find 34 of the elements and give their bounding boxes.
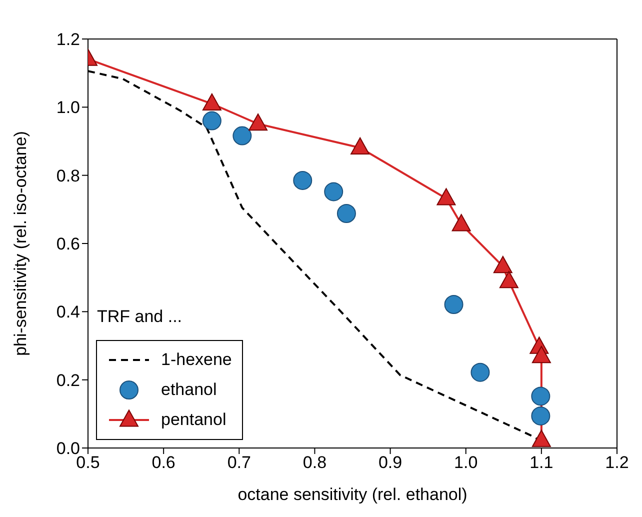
point <box>202 93 222 111</box>
y-tick-label: 0.2 <box>56 370 80 390</box>
y-tick-label: 0.4 <box>56 302 80 322</box>
y-tick-label: 0.8 <box>56 166 80 186</box>
x-tick-label: 1.0 <box>454 453 478 472</box>
point <box>350 137 370 155</box>
point <box>499 270 518 288</box>
point <box>248 113 268 131</box>
x-tick-label: 0.7 <box>227 453 251 472</box>
point <box>493 256 512 274</box>
point <box>436 188 456 206</box>
y-tick-label: 0.6 <box>56 234 80 254</box>
y-axis-title: phi-sensitivity (rel. iso-octane) <box>11 131 30 356</box>
point <box>531 386 550 406</box>
point <box>452 214 471 232</box>
point <box>444 295 464 314</box>
legend-label: 1-hexene <box>161 350 232 370</box>
point <box>293 170 312 190</box>
legend-title: TRF and ... <box>97 307 182 327</box>
x-tick-label: 0.9 <box>378 453 402 472</box>
y-tick-label: 1.0 <box>56 98 80 118</box>
point <box>531 406 550 426</box>
point <box>470 362 490 382</box>
x-axis-title: octane sensitivity (rel. ethanol) <box>238 485 468 504</box>
x-tick-label: 1.2 <box>605 453 629 472</box>
x-tick-label: 0.8 <box>302 453 327 472</box>
point <box>532 430 551 447</box>
x-tick-label: 1.1 <box>530 453 554 472</box>
x-tick-label: 0.6 <box>152 453 176 472</box>
y-tick-label: 1.2 <box>56 30 80 50</box>
legend-label: ethanol <box>161 380 217 400</box>
legend-label: pentanol <box>161 410 226 430</box>
x-tick-label: 0.5 <box>76 453 100 472</box>
point <box>532 346 551 364</box>
